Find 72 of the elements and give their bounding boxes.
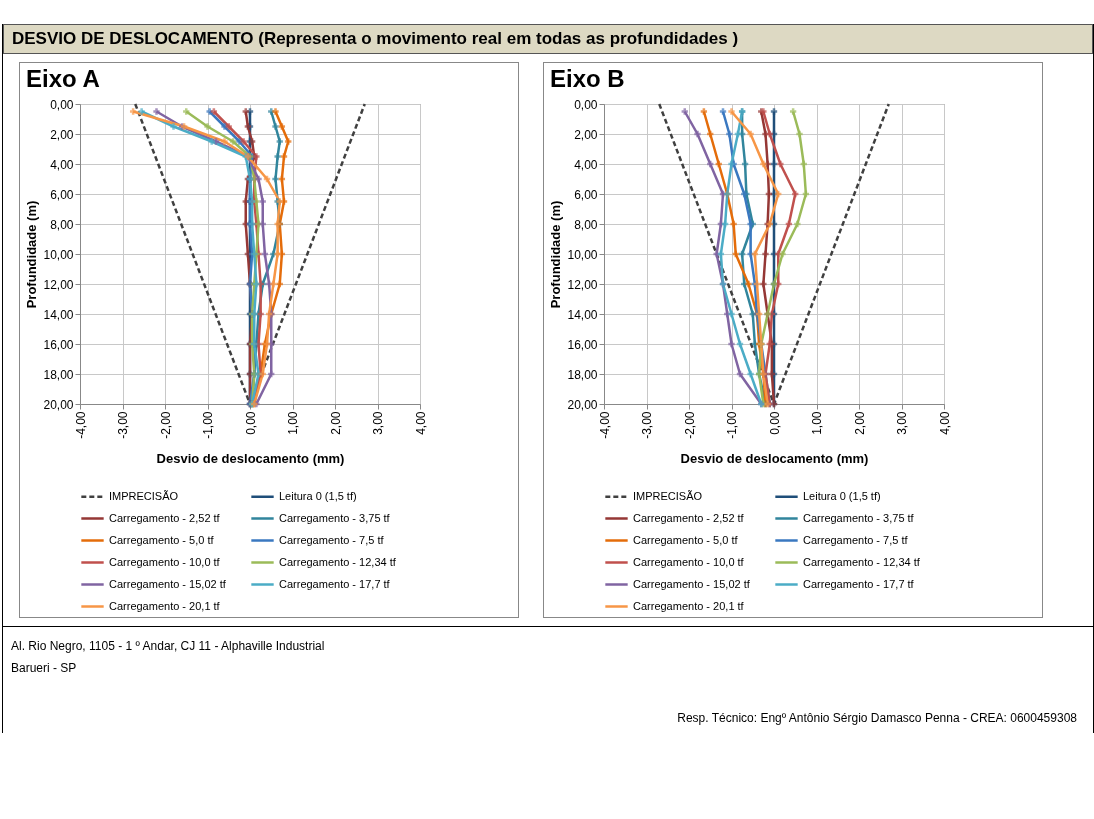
text: DESVIO DE DESLOCAMENTO (Representa o movimento real em todas as profundidades )	[12, 29, 740, 49]
legend-label: IMPRECISÃO	[109, 489, 179, 502]
x-tick-label: 3,00	[371, 411, 385, 435]
x-axis-title: Desvio de deslocamento (mm)	[156, 450, 345, 466]
x-tick-label: 4,00	[413, 411, 428, 435]
legend-label: Leitura 0 (1,5 tf)	[803, 489, 881, 502]
y-tick-label: 18,00	[43, 367, 74, 382]
y-axis-title: Profundidade (m)	[24, 200, 40, 309]
text: Barueri - SP	[11, 660, 78, 677]
x-tick-label: 3,00	[895, 411, 909, 435]
legend-label: Carregamento - 17,7 tf	[279, 577, 391, 590]
legend-label: Carregamento - 7,5 tf	[803, 533, 909, 546]
x-tick-label: -3,00	[640, 411, 654, 439]
legend-label: Carregamento - 10,0 tf	[633, 555, 745, 568]
x-tick-label: -2,00	[158, 411, 173, 439]
x-tick-label: -2,00	[682, 411, 697, 439]
y-axis-title: Profundidade (m)	[548, 200, 564, 309]
y-tick-label: 12,00	[567, 277, 598, 292]
x-tick-label: 0,00	[767, 411, 782, 435]
y-tick-label: 16,00	[567, 337, 598, 352]
y-tick-label: 0,00	[50, 97, 74, 112]
legend-label: Carregamento - 5,0 tf	[109, 533, 215, 546]
y-tick-label: 10,00	[43, 247, 74, 262]
y-tick-label: 4,00	[50, 157, 74, 172]
legend-label: Carregamento - 7,5 tf	[279, 533, 385, 546]
legend-label: Carregamento - 2,52 tf	[109, 511, 221, 524]
x-tick-label: -4,00	[597, 411, 612, 439]
x-tick-label: -4,00	[73, 411, 88, 439]
y-tick-label: 0,00	[574, 97, 598, 112]
x-tick-label: 1,00	[810, 411, 824, 435]
legend-label: Carregamento - 12,34 tf	[803, 555, 921, 568]
y-tick-label: 2,00	[574, 127, 598, 142]
x-tick-label: 0,00	[243, 411, 258, 435]
legend-label: Carregamento - 2,52 tf	[633, 511, 745, 524]
y-tick-label: 14,00	[567, 307, 598, 322]
legend-label: Carregamento - 15,02 tf	[633, 577, 751, 590]
legend-label: Carregamento - 10,0 tf	[109, 555, 221, 568]
legend-label: Carregamento - 20,1 tf	[109, 599, 221, 612]
x-tick-label: -3,00	[116, 411, 130, 439]
y-tick-label: 6,00	[50, 187, 74, 202]
text: Resp. Técnico: Engº Antônio Sérgio Damasco Penna - CREA: 0600459308	[677, 710, 1077, 727]
y-tick-label: 14,00	[43, 307, 74, 322]
chart-title: Eixo A	[25, 65, 100, 92]
text: Al. Rio Negro, 1105 - 1 º Andar, CJ 11 - Alphaville Industrial	[11, 638, 326, 655]
y-tick-label: 8,00	[574, 217, 598, 232]
x-tick-label: 4,00	[937, 411, 952, 435]
legend-label: Carregamento - 3,75 tf	[279, 511, 391, 524]
legend-label: Carregamento - 3,75 tf	[803, 511, 915, 524]
y-tick-label: 20,00	[567, 397, 598, 412]
y-tick-label: 16,00	[43, 337, 74, 352]
legend-label: Carregamento - 15,02 tf	[109, 577, 227, 590]
x-tick-label: -1,00	[725, 411, 739, 439]
y-tick-label: 8,00	[50, 217, 74, 232]
legend-label: Carregamento - 12,34 tf	[279, 555, 397, 568]
y-tick-label: 10,00	[567, 247, 598, 262]
chart-title: Eixo B	[549, 65, 625, 92]
legend-label: Carregamento - 20,1 tf	[633, 599, 745, 612]
legend-label: Leitura 0 (1,5 tf)	[279, 489, 357, 502]
x-tick-label: 2,00	[852, 411, 867, 435]
x-axis-title: Desvio de deslocamento (mm)	[680, 450, 869, 466]
y-tick-label: 12,00	[43, 277, 74, 292]
y-tick-label: 6,00	[574, 187, 598, 202]
legend-label: IMPRECISÃO	[633, 489, 703, 502]
y-tick-label: 20,00	[43, 397, 74, 412]
legend-label: Carregamento - 5,0 tf	[633, 533, 739, 546]
x-tick-label: -1,00	[201, 411, 215, 439]
x-tick-label: 2,00	[328, 411, 343, 435]
legend-label: Carregamento - 17,7 tf	[803, 577, 915, 590]
y-tick-label: 18,00	[567, 367, 598, 382]
x-tick-label: 1,00	[286, 411, 300, 435]
y-tick-label: 2,00	[50, 127, 74, 142]
y-tick-label: 4,00	[574, 157, 598, 172]
